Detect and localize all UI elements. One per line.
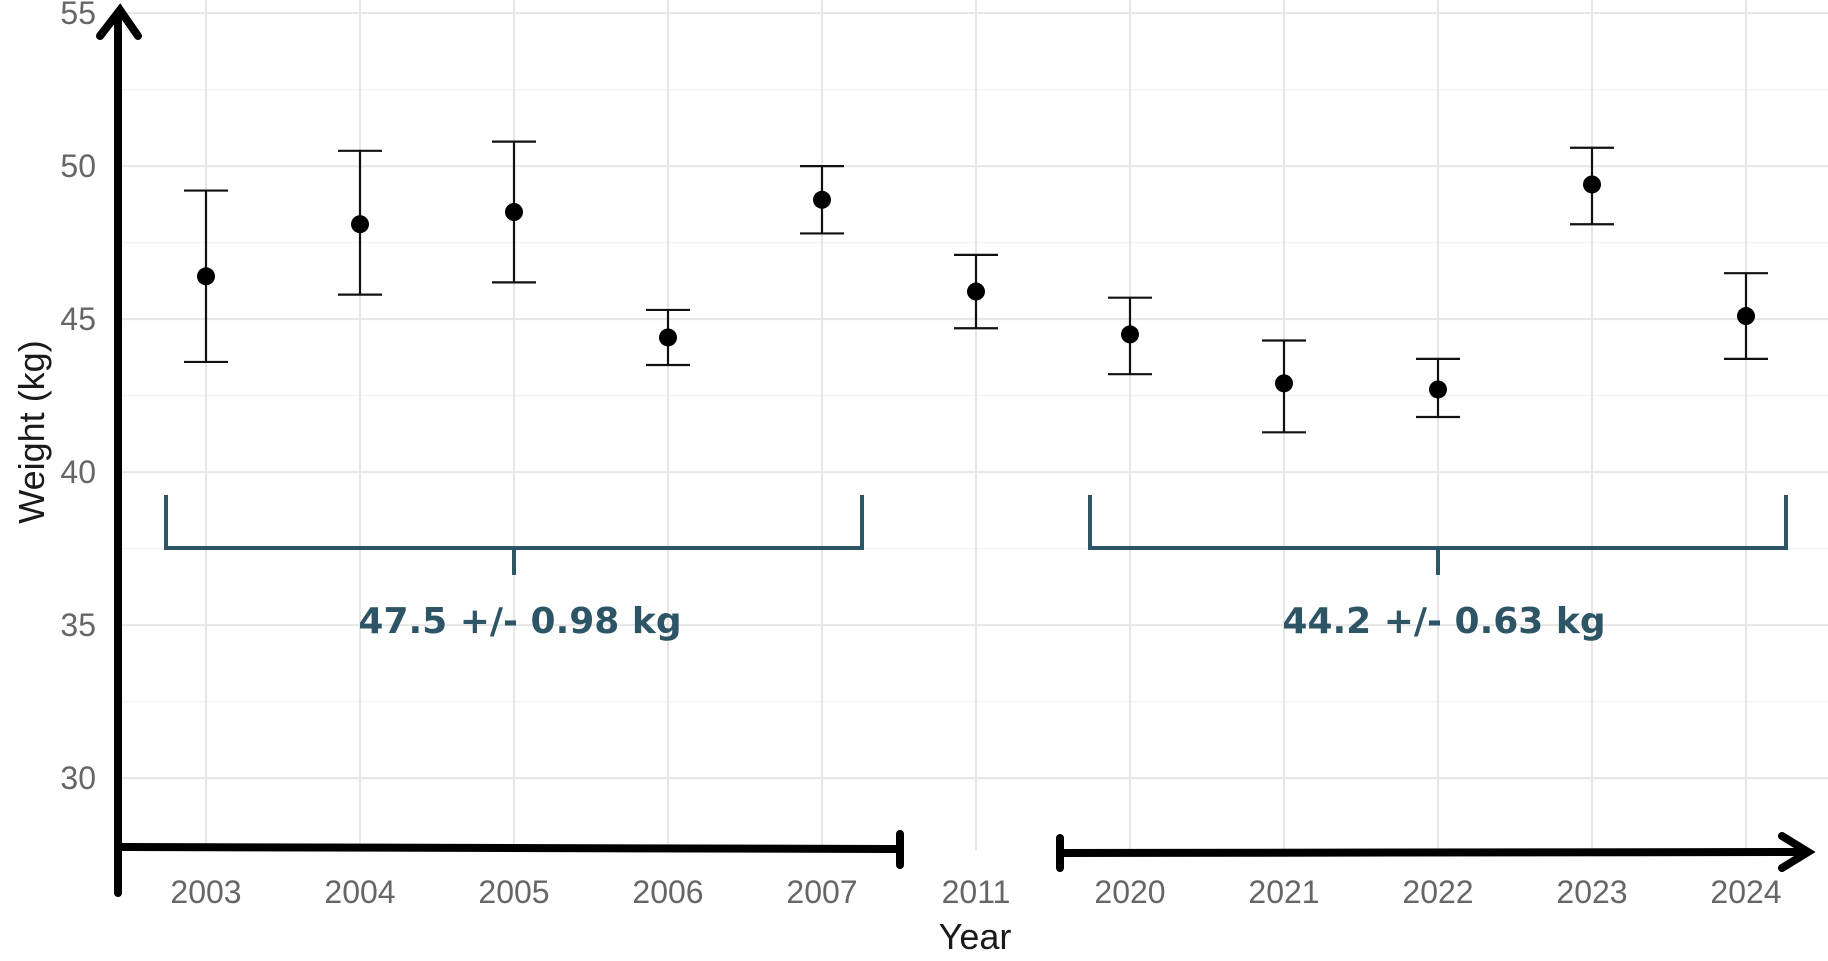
- y-tick-label: 55: [60, 0, 96, 31]
- x-tick-label: 2021: [1248, 874, 1319, 910]
- data-point: [1121, 325, 1139, 344]
- group-brackets: 47.5 +/- 0.98 kg 44.2 +/- 0.63 kg: [164, 495, 1788, 642]
- data-point: [197, 267, 215, 286]
- data-point: [659, 328, 677, 347]
- data-point: [1429, 380, 1447, 399]
- x-axis-segment-left: [116, 843, 904, 853]
- group-label: 44.2 +/- 0.63 kg: [1282, 601, 1605, 642]
- data-point: [1275, 374, 1293, 393]
- grid: [118, 0, 1828, 850]
- tick-labels: 30 35 40 45 50 55 2003 2004 2005 2006 2007 2011 2020…: [60, 0, 1781, 910]
- data-point: [505, 203, 523, 221]
- y-tick-label: 50: [60, 148, 96, 184]
- x-tick-label: 2023: [1556, 874, 1627, 910]
- y-tick-label: 45: [60, 301, 96, 337]
- axes: [96, 3, 1816, 897]
- y-axis-arrowhead: [96, 3, 142, 40]
- x-tick-label: 2005: [478, 874, 549, 910]
- x-tick-label: 2020: [1094, 874, 1165, 910]
- x-tick-label: 2007: [786, 874, 857, 910]
- data-point: [351, 215, 369, 234]
- group-bracket: [1088, 495, 1788, 575]
- group-bracket: [164, 495, 864, 575]
- y-tick-label: 30: [60, 760, 96, 796]
- x-tick-label: 2004: [324, 874, 395, 910]
- x-tick-label: 2003: [170, 874, 241, 910]
- y-tick-label: 40: [60, 454, 96, 490]
- data-point: [1737, 307, 1755, 326]
- y-axis-title: Weight (kg): [11, 340, 52, 523]
- y-tick-label: 35: [60, 607, 96, 643]
- data-point: [813, 190, 831, 209]
- group-label: 47.5 +/- 0.98 kg: [358, 601, 681, 642]
- x-axis-arrowhead: [1778, 832, 1816, 872]
- x-tick-label: 2022: [1402, 874, 1473, 910]
- x-tick-label: 2024: [1710, 874, 1781, 910]
- data-point: [967, 282, 985, 301]
- data-points: [184, 140, 1768, 434]
- x-axis-segment-right: [1056, 848, 1804, 857]
- x-tick-label: 2011: [942, 874, 1011, 910]
- x-tick-label: 2006: [632, 874, 703, 910]
- data-point: [1583, 175, 1601, 194]
- x-axis-title: Year: [939, 916, 1012, 956]
